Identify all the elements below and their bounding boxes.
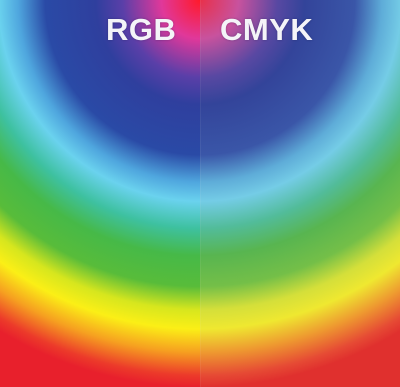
cmyk-label: CMYK (220, 12, 314, 47)
cmyk-half (200, 0, 400, 387)
rgb-half (0, 0, 200, 387)
half-divider (200, 0, 201, 387)
rgb-label: RGB (106, 12, 177, 47)
